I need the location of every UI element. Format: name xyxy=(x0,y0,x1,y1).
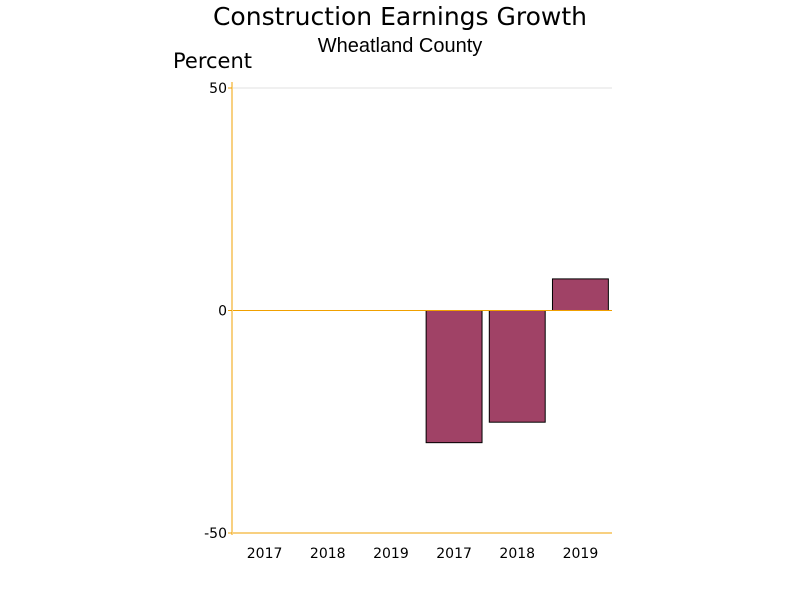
bar-5 xyxy=(551,278,609,311)
y-tick-label: 0 xyxy=(218,304,227,320)
y-axis-label: Percent xyxy=(173,49,252,73)
chart-subtitle: Wheatland County xyxy=(318,35,483,57)
x-tick-label: 2018 xyxy=(310,546,346,562)
y-axis-ticks: -50 0 50 xyxy=(204,81,232,542)
y-tick-label: -50 xyxy=(204,526,227,542)
chart-title: Construction Earnings Growth xyxy=(213,2,587,31)
bar-3 xyxy=(425,310,483,444)
x-tick-label: 2019 xyxy=(373,546,409,562)
x-tick-label: 2018 xyxy=(499,546,535,562)
y-tick-label: 50 xyxy=(209,81,227,97)
x-axis-tick-labels: 2017 2018 2019 2017 2018 2019 xyxy=(247,546,598,562)
x-tick-label: 2017 xyxy=(436,546,472,562)
bars xyxy=(425,278,609,444)
x-tick-label: 2017 xyxy=(247,546,283,562)
x-tick-label: 2019 xyxy=(563,546,599,562)
bar-4 xyxy=(488,310,546,423)
